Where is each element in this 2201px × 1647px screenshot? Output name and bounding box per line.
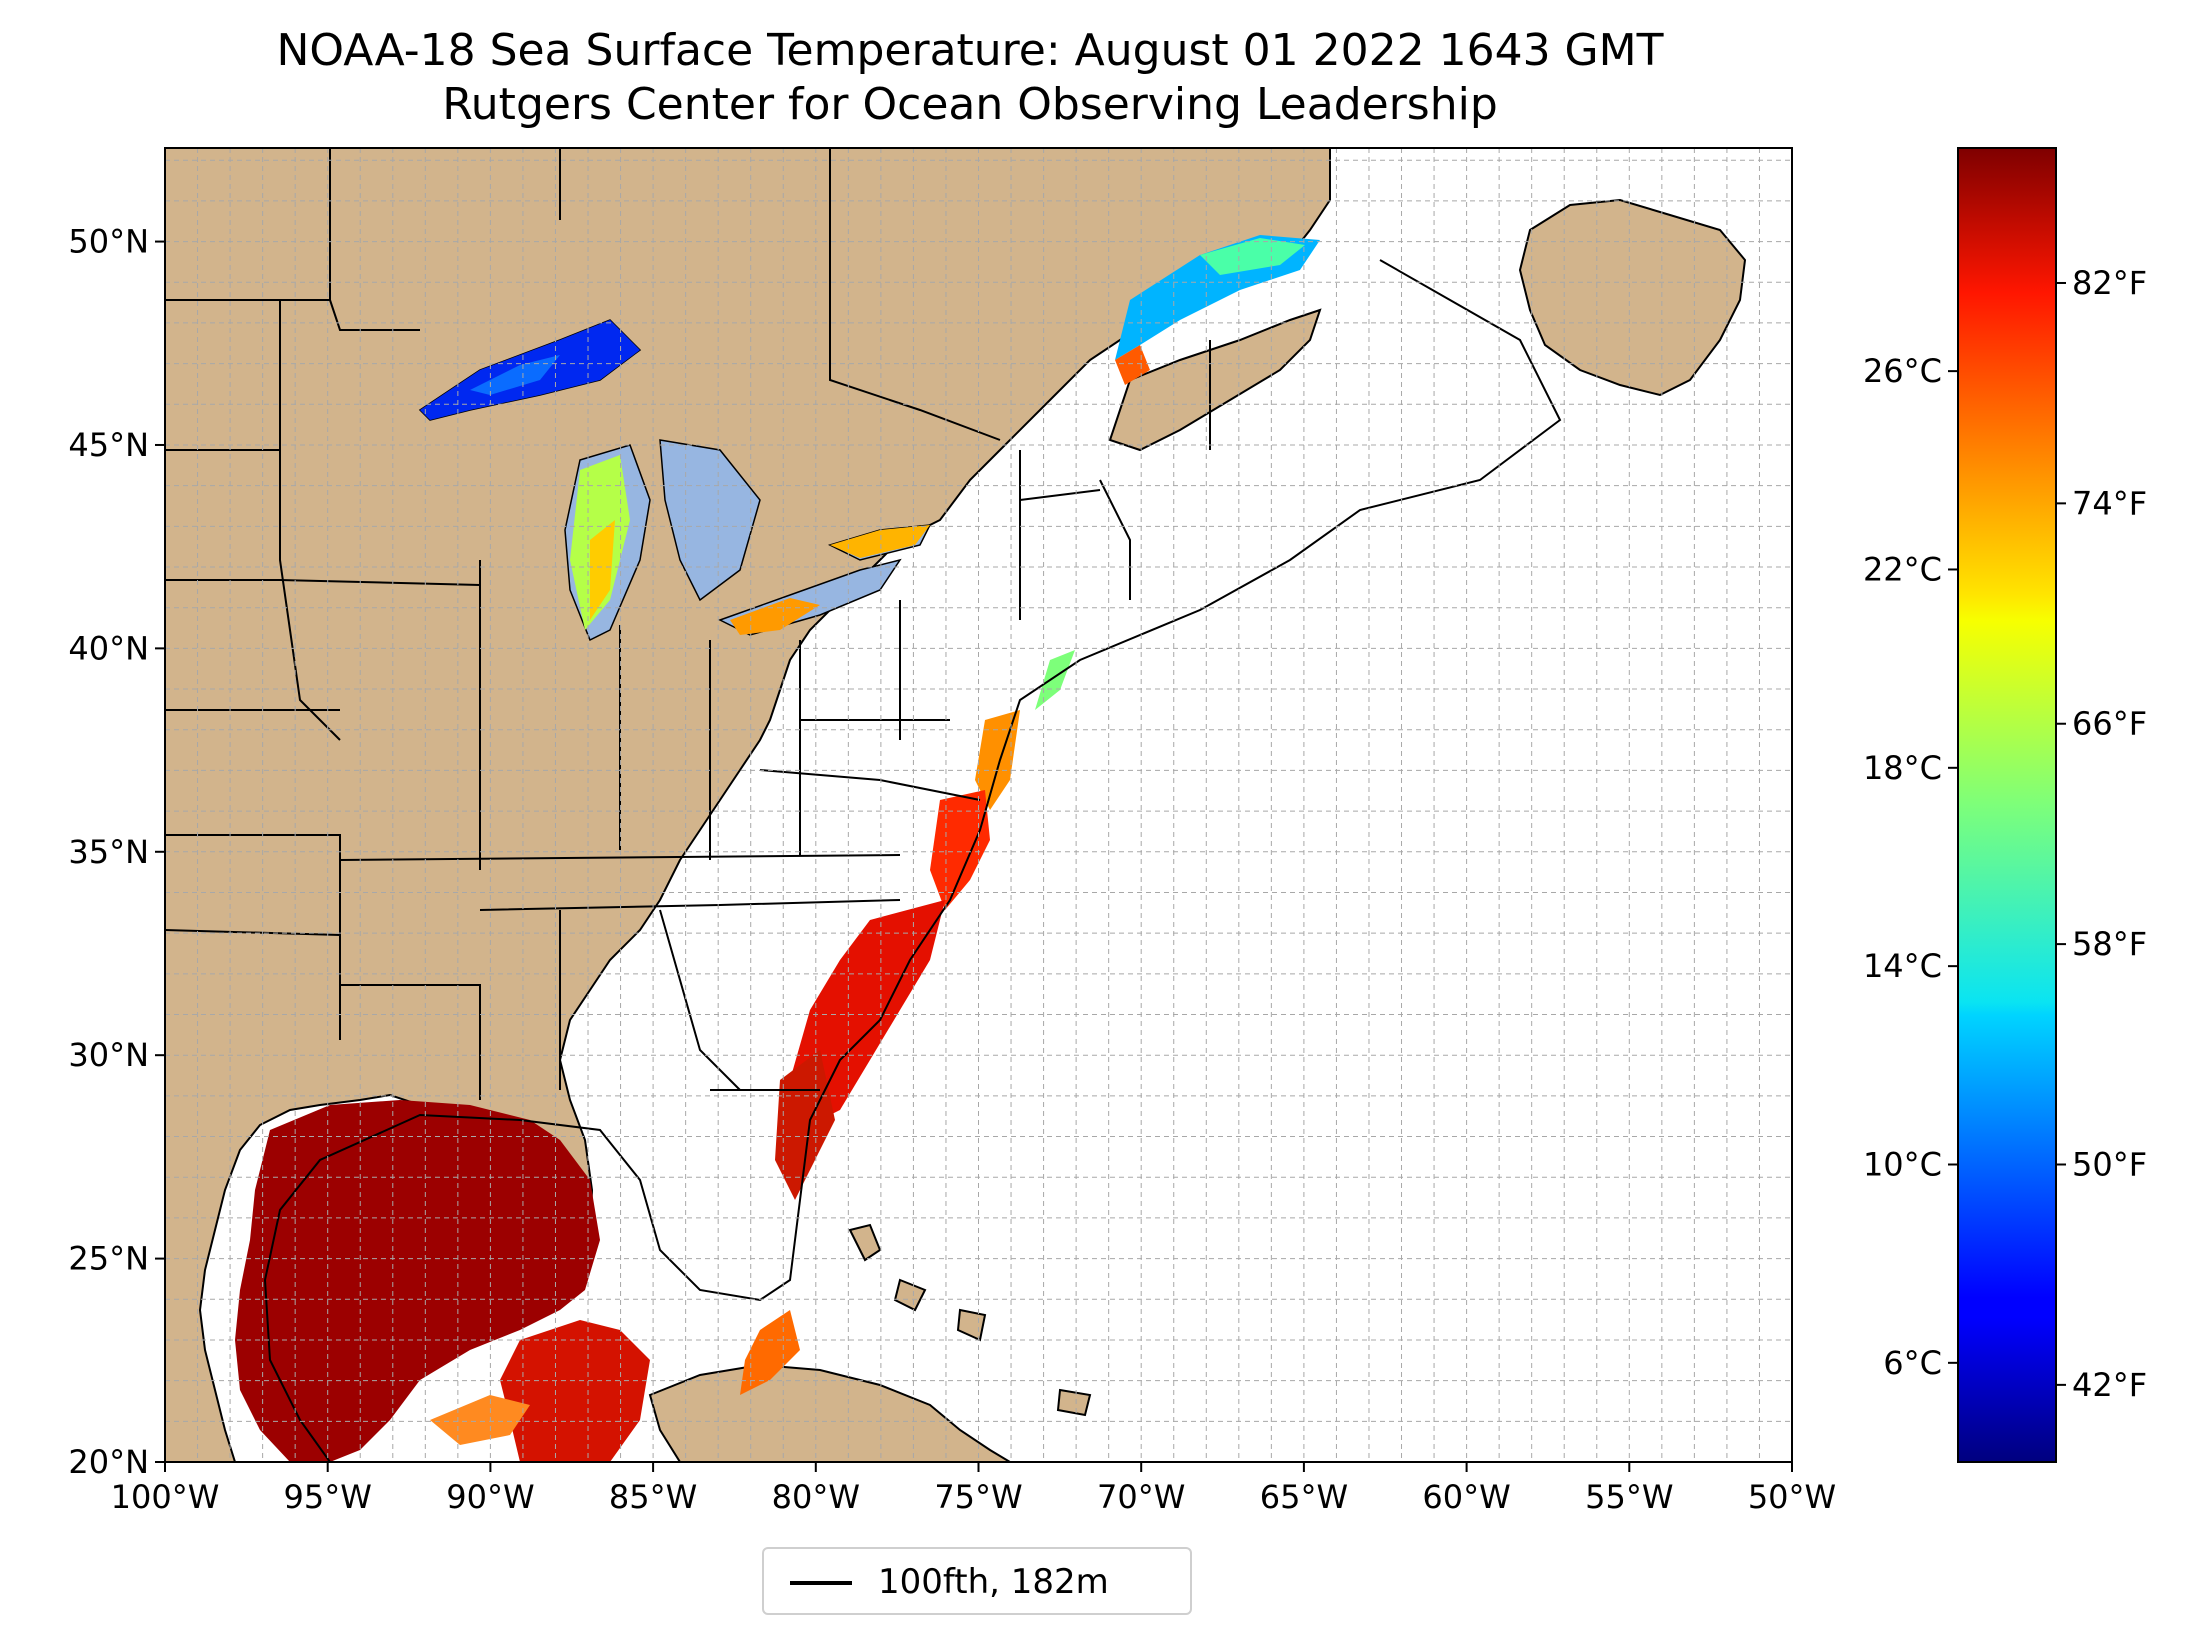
x-tick-label: 95°W — [284, 1478, 372, 1516]
legend: 100fth, 182m — [762, 1547, 1192, 1615]
colorbar-c-tick-label: 10°C — [1863, 1145, 1942, 1183]
x-tick-label: 90°W — [446, 1478, 534, 1516]
isobath-contour — [263, 259, 1562, 1462]
map-subtitle: Rutgers Center for Ocean Observing Leade… — [442, 79, 1498, 130]
colorbar-f-tick-label: 42°F — [2072, 1366, 2147, 1404]
colorbar-c-tick-label: 6°C — [1883, 1344, 1942, 1382]
colorbar-ticks: 42°F 50°F 58°F 66°F 74°F 82°F 6°C 10°C 14°C 18°C 2… — [1863, 264, 2147, 1404]
colorbar-f-tick-label: 50°F — [2072, 1145, 2147, 1183]
state-borders — [165, 148, 1211, 1100]
colorbar-c-tick-label: 14°C — [1863, 947, 1942, 985]
y-tick-label: 25°N — [68, 1240, 149, 1278]
x-tick-label: 50°W — [1748, 1478, 1836, 1516]
bahamas-islands — [848, 1223, 1092, 1417]
y-tick-label: 50°N — [68, 223, 149, 261]
y-tick-label: 40°N — [68, 629, 149, 667]
newfoundland-land — [1518, 198, 1747, 397]
x-tick-label: 80°W — [772, 1478, 860, 1516]
y-tick-label: 45°N — [68, 426, 149, 464]
legend-line-swatch — [790, 1581, 852, 1585]
y-tick-label: 20°N — [68, 1443, 149, 1481]
colorbar-f-tick-label: 66°F — [2072, 705, 2147, 743]
y-tick-label: 35°N — [68, 833, 149, 871]
x-tick-label: 60°W — [1422, 1478, 1510, 1516]
colorbar — [1957, 147, 2057, 1463]
colorbar-f-tick-label: 82°F — [2072, 264, 2147, 302]
x-tick-label: 70°W — [1097, 1478, 1185, 1516]
legend-label: 100fth, 182m — [878, 1562, 1109, 1602]
sst-data — [235, 235, 1320, 1462]
axis-ticks: 100°W 95°W 90°W 85°W 80°W 75°W 70°W 65°W 60°W 55°… — [68, 223, 1836, 1516]
colorbar-c-tick-label: 26°C — [1863, 352, 1942, 390]
north-america-land — [165, 148, 1331, 1462]
maritimes-land — [1108, 308, 1322, 452]
colorbar-c-tick-label: 22°C — [1863, 550, 1942, 588]
gridlines — [165, 148, 1792, 1462]
x-tick-label: 100°W — [111, 1478, 220, 1516]
colorbar-c-tick-label: 18°C — [1863, 749, 1942, 787]
colorbar-f-tick-label: 58°F — [2072, 925, 2147, 963]
x-tick-label: 75°W — [934, 1478, 1022, 1516]
y-tick-label: 30°N — [68, 1036, 149, 1074]
x-tick-label: 65°W — [1260, 1478, 1348, 1516]
map-title: NOAA-18 Sea Surface Temperature: August … — [276, 25, 1664, 76]
x-tick-label: 85°W — [609, 1478, 697, 1516]
x-tick-label: 55°W — [1585, 1478, 1673, 1516]
colorbar-f-tick-label: 74°F — [2072, 484, 2147, 522]
